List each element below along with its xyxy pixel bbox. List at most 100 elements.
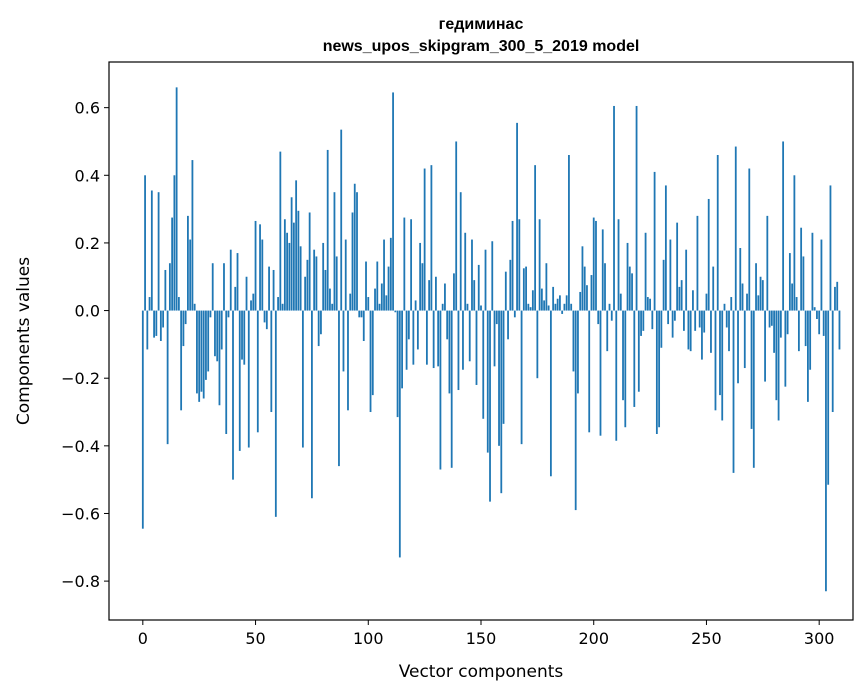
bar [333, 192, 336, 311]
bar [504, 271, 507, 311]
bar [187, 215, 189, 311]
bar [241, 310, 243, 360]
bar [407, 310, 410, 340]
bar [764, 310, 766, 382]
bar [838, 310, 841, 350]
bar [834, 286, 836, 311]
bar [168, 263, 171, 311]
y-tick-label: 0.4 [75, 166, 100, 185]
bar [809, 310, 812, 370]
bar [304, 276, 307, 311]
bar [813, 307, 816, 311]
bar [326, 149, 329, 311]
bar [829, 185, 832, 311]
bar [412, 310, 415, 365]
bar [148, 297, 151, 311]
bar [141, 310, 144, 529]
bar [281, 303, 284, 311]
bar [362, 310, 365, 341]
bar [671, 310, 674, 338]
bar [773, 310, 775, 353]
bar [247, 310, 250, 448]
bar [398, 310, 401, 558]
bar [495, 310, 498, 325]
bar [622, 310, 624, 401]
bars-group [141, 87, 841, 592]
y-tick-label: −0.4 [61, 437, 100, 456]
bar [392, 92, 394, 311]
bar [306, 259, 309, 311]
chart-title-line-1: гедиминас [439, 16, 524, 33]
bar [712, 266, 715, 311]
bar [238, 310, 241, 451]
bar [347, 310, 349, 411]
bar [482, 310, 485, 419]
bar [196, 310, 198, 394]
bar [743, 310, 746, 369]
bar [175, 87, 178, 311]
bar [565, 295, 568, 311]
bar [441, 303, 444, 311]
bar [606, 310, 609, 352]
bar [428, 280, 431, 311]
bar [800, 227, 803, 311]
bar [491, 241, 494, 311]
bar [290, 197, 293, 311]
bar [770, 310, 773, 326]
bar [685, 249, 688, 311]
bar [376, 261, 379, 311]
bar [250, 300, 252, 311]
bar [405, 310, 408, 370]
bar [836, 281, 839, 311]
bar [380, 283, 383, 311]
bar [146, 310, 149, 350]
bar [320, 310, 322, 335]
bar [540, 288, 543, 311]
bar [547, 305, 550, 311]
bar [331, 303, 334, 311]
bar [211, 263, 214, 311]
bar [680, 280, 683, 311]
bar [653, 171, 656, 311]
bar [272, 269, 275, 311]
bar [784, 310, 787, 387]
bar [353, 183, 356, 311]
bar [162, 310, 165, 328]
bar [757, 295, 760, 311]
bar [274, 310, 277, 517]
bar [265, 310, 268, 330]
bar [315, 256, 318, 311]
bar [527, 303, 530, 311]
bar [252, 293, 255, 311]
bar [144, 175, 146, 311]
bar [437, 310, 440, 367]
bar [689, 310, 692, 352]
bar [234, 286, 237, 311]
bar [746, 293, 748, 311]
bar [601, 229, 604, 311]
bar [500, 310, 503, 494]
bar [338, 310, 340, 467]
y-tick-label: −0.2 [61, 369, 100, 388]
bar [710, 310, 712, 353]
bar [218, 310, 221, 406]
bar [678, 286, 681, 311]
bar [171, 217, 174, 311]
bar [698, 310, 701, 328]
bar [748, 168, 751, 311]
chart-title-line-2: news_upos_skipgram_300_5_2019 model [323, 38, 640, 55]
bar [759, 276, 762, 311]
bar [173, 175, 176, 311]
bar [734, 146, 737, 311]
bar [707, 198, 710, 311]
bar [227, 310, 230, 318]
bar [599, 310, 602, 436]
bar [462, 310, 464, 370]
bar [577, 310, 579, 394]
bar [410, 219, 413, 311]
bar [732, 310, 735, 473]
bar [416, 310, 419, 350]
bar [207, 310, 210, 372]
bar [394, 310, 397, 313]
